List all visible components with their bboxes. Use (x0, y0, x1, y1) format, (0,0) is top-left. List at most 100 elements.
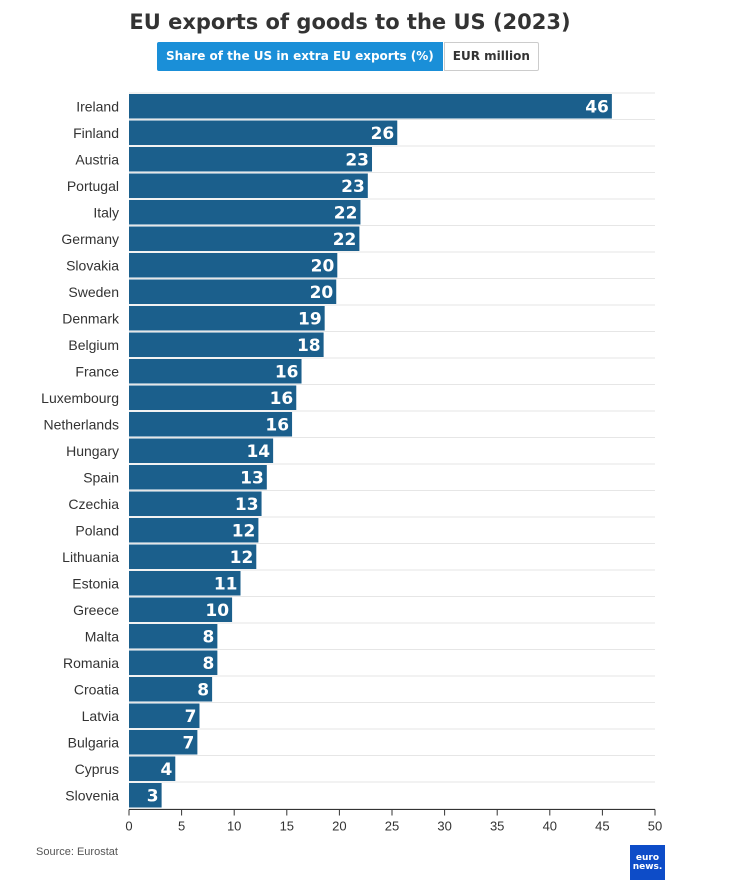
bar (129, 332, 324, 357)
bar (129, 438, 274, 463)
data-label: 3 (147, 786, 159, 806)
x-tick-label: 20 (332, 819, 346, 834)
category-label: Romania (63, 655, 119, 671)
category-label: Estonia (72, 575, 119, 591)
data-label: 7 (185, 707, 197, 727)
x-tick-label: 40 (543, 819, 557, 834)
bar (129, 120, 398, 145)
x-tick-label: 25 (385, 819, 399, 834)
logo-line-2: news. (632, 861, 663, 872)
category-label: Sweden (68, 284, 119, 300)
bar (129, 359, 302, 384)
data-label: 4 (160, 760, 172, 780)
data-label: 16 (275, 362, 299, 382)
category-label: France (75, 363, 119, 379)
bar (129, 147, 373, 172)
share-percent-tab[interactable]: Share of the US in extra EU exports (%) (157, 42, 443, 71)
x-tick-label: 45 (595, 819, 609, 834)
bar (129, 783, 162, 808)
data-label: 8 (203, 654, 215, 674)
data-label: 14 (246, 442, 270, 462)
bar (129, 385, 297, 410)
euronews-logo: euro news. (630, 845, 665, 880)
category-label: Malta (85, 628, 119, 644)
x-tick-label: 0 (125, 819, 132, 834)
data-label: 12 (230, 548, 254, 568)
category-label: Austria (75, 151, 119, 167)
x-tick-label: 50 (648, 819, 662, 834)
bar (129, 173, 368, 198)
category-label: Finland (73, 125, 119, 141)
data-label: 22 (334, 203, 358, 223)
bar (129, 730, 198, 755)
bar (129, 412, 293, 437)
x-tick-label: 5 (178, 819, 185, 834)
bar (129, 279, 337, 304)
bar (129, 756, 176, 781)
x-tick-label: 15 (280, 819, 294, 834)
bar (129, 465, 267, 490)
category-label: Slovakia (66, 257, 119, 273)
category-label: Bulgaria (68, 734, 120, 750)
category-label: Cyprus (75, 761, 119, 777)
data-label: 12 (232, 521, 256, 541)
data-label: 10 (205, 601, 229, 621)
bar (129, 571, 241, 596)
category-label: Netherlands (44, 416, 120, 432)
category-label: Luxembourg (41, 390, 119, 406)
bar (129, 544, 257, 569)
category-label: Lithuania (62, 549, 119, 565)
data-label: 23 (345, 150, 369, 170)
data-label: 46 (585, 97, 609, 117)
category-label: Spain (83, 469, 119, 485)
bar (129, 597, 233, 622)
data-label: 13 (240, 468, 264, 488)
bar (129, 226, 360, 251)
metric-toggle: Share of the US in extra EU exports (%) … (157, 42, 539, 71)
data-label: 23 (341, 177, 365, 197)
bar (129, 624, 218, 649)
category-label: Slovenia (65, 787, 119, 803)
data-label: 26 (371, 124, 395, 144)
x-tick-label: 30 (437, 819, 451, 834)
bar (129, 253, 338, 278)
data-label: 18 (297, 336, 321, 356)
bar-chart: Ireland 46 Finland 26 Austria 23 Portugal 23 Ita… (41, 92, 662, 834)
category-label: Denmark (62, 310, 120, 326)
category-label: Poland (75, 522, 119, 538)
data-label: 8 (203, 627, 215, 647)
data-label: 19 (298, 309, 322, 329)
data-label: 20 (310, 283, 334, 303)
x-tick-label: 10 (227, 819, 241, 834)
bar (129, 200, 361, 225)
data-label: 22 (333, 230, 357, 250)
category-label: Hungary (66, 443, 119, 459)
data-label: 13 (235, 495, 259, 515)
x-tick-label: 35 (490, 819, 504, 834)
category-label: Greece (73, 602, 119, 618)
logo-line-1: euro (635, 852, 660, 863)
bar (129, 518, 259, 543)
data-label: 11 (214, 574, 238, 594)
data-label: 16 (270, 389, 294, 409)
category-label: Latvia (82, 708, 120, 724)
data-label: 20 (311, 256, 335, 276)
category-label: Czechia (68, 496, 119, 512)
eur-million-tab[interactable]: EUR million (443, 42, 539, 71)
category-label: Belgium (68, 337, 119, 353)
bar (129, 650, 218, 675)
category-label: Germany (61, 231, 119, 247)
data-label: 7 (183, 733, 195, 753)
category-label: Croatia (74, 681, 119, 697)
bar (129, 491, 262, 516)
chart-title: EU exports of goods to the US (2023) (129, 10, 571, 34)
category-label: Portugal (67, 178, 119, 194)
bar (129, 677, 213, 702)
bar (129, 94, 612, 119)
source-note: Source: Eurostat (36, 846, 118, 858)
bar (129, 306, 325, 331)
category-label: Ireland (76, 98, 119, 114)
category-label: Italy (93, 204, 119, 220)
data-label: 16 (265, 415, 289, 435)
bar (129, 703, 200, 728)
